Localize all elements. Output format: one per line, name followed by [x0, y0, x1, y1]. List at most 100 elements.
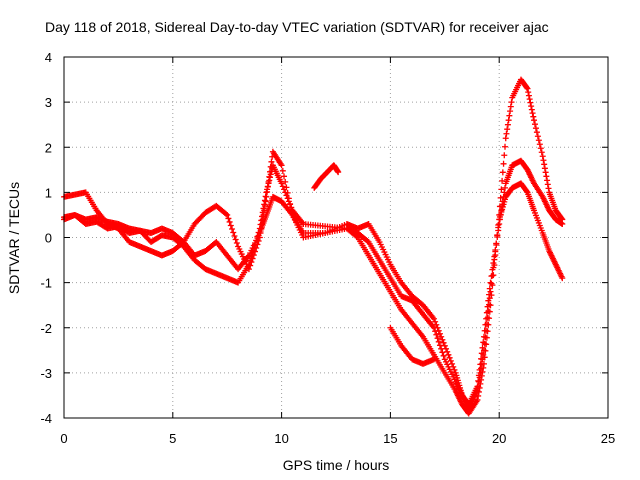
data-point-track-b: [233, 240, 240, 247]
data-point-track-c: [486, 295, 493, 302]
data-point-track-c: [481, 340, 488, 347]
data-point-track-b: [502, 184, 509, 191]
grid: [64, 57, 608, 418]
data-point-track-b: [261, 202, 268, 209]
data-point-track-c: [495, 224, 502, 231]
data-point-track-c: [523, 188, 530, 195]
x-tick-label: 10: [274, 431, 288, 446]
y-tick-label: 1: [45, 185, 52, 200]
data-point-track-a: [508, 99, 515, 106]
data-point-track-a: [501, 152, 508, 159]
data-point-track-c: [478, 360, 485, 367]
data-point-track-a: [533, 129, 540, 136]
data-point-track-a: [525, 92, 532, 99]
data-point-track-a: [261, 197, 268, 204]
data-point-track-e: [335, 169, 342, 176]
data-point-track-c: [430, 324, 437, 331]
data-point-track-b: [279, 167, 286, 174]
data-point-track-a: [507, 103, 514, 110]
data-point-track-b: [559, 220, 566, 227]
data-point-track-c: [480, 351, 487, 358]
data-point-track-b: [445, 351, 452, 358]
data-point-track-b: [446, 354, 453, 361]
x-axis-label: GPS time / hours: [283, 457, 390, 473]
y-tick-label: 0: [45, 231, 52, 246]
data-point-track-a: [499, 169, 506, 176]
data-point-track-c: [475, 383, 482, 390]
data-point-track-a: [524, 85, 531, 92]
data-point-track-b: [247, 262, 254, 269]
data-point-track-a: [534, 133, 541, 140]
data-point-track-b: [231, 232, 238, 239]
data-point-track-c: [474, 387, 481, 394]
data-point-track-b: [265, 178, 272, 185]
data-point-track-b: [287, 200, 294, 207]
data-point-track-c: [491, 256, 498, 263]
data-point-track-a: [542, 169, 549, 176]
data-point-track-b: [486, 291, 493, 298]
data-point-track-c: [438, 345, 445, 352]
data-point-track-a: [504, 126, 511, 133]
data-point-track-b: [227, 222, 234, 229]
data-point-track-a: [558, 215, 565, 222]
data-point-track-b: [232, 236, 239, 243]
data-point-track-a: [504, 121, 511, 128]
data-point-track-a: [531, 117, 538, 124]
data-point-track-b: [266, 168, 273, 175]
data-point-track-b: [252, 248, 259, 255]
data-point-track-c: [475, 378, 482, 385]
data-point-track-b: [438, 333, 445, 340]
data-point-track-d: [430, 356, 437, 363]
data-point-track-c: [435, 338, 442, 345]
data-point-track-a: [538, 149, 545, 156]
data-point-track-a: [507, 108, 514, 115]
y-axis-label: SDTVAR / TECUs: [6, 182, 22, 294]
data-point-track-b: [222, 210, 229, 217]
data-point-track-b: [263, 193, 270, 200]
data-point-track-c: [559, 275, 566, 282]
y-tick-label: 4: [45, 50, 52, 65]
data-point-track-a: [544, 181, 551, 188]
data-point-track-c: [440, 352, 447, 359]
data-point-track-b: [440, 339, 447, 346]
data-point-track-c: [364, 238, 371, 245]
data-point-track-c: [433, 331, 440, 338]
data-point-track-b: [264, 183, 271, 190]
data-point-track-a: [502, 135, 509, 142]
x-tick-label: 0: [60, 431, 67, 446]
data-point-track-b: [284, 189, 291, 196]
data-point-track-a: [540, 157, 547, 164]
chart-title: Day 118 of 2018, Sidereal Day-to-day VTE…: [45, 19, 549, 35]
data-point-track-b: [245, 266, 252, 273]
data-point-track-a: [502, 143, 509, 150]
data-point-track-b: [282, 178, 289, 185]
data-point-track-b: [439, 336, 446, 343]
data-point-track-c: [434, 335, 441, 342]
axis-ticks: 0 5 10 15 20 25 -4 -3 -2 -1 0 1 2 3 4: [40, 50, 615, 446]
data-point-track-a: [506, 112, 513, 119]
data-point-track-b: [266, 173, 273, 180]
data-point-track-b: [262, 198, 269, 205]
data-point-track-c: [483, 321, 490, 328]
data-point-track-b: [226, 218, 233, 225]
data-point-track-a: [475, 392, 482, 399]
data-point-track-a: [544, 177, 551, 184]
y-tick-label: -3: [40, 366, 52, 381]
data-point-track-c: [479, 356, 486, 363]
data-point-track-b: [487, 279, 494, 286]
data-point-track-c: [477, 369, 484, 376]
x-tick-label: 5: [169, 431, 176, 446]
data-point-track-a: [526, 96, 533, 103]
data-point-track-b: [436, 330, 443, 337]
data-point-track-b: [267, 163, 274, 170]
data-point-track-c: [492, 248, 499, 255]
data-point-track-b: [268, 158, 275, 165]
y-tick-label: 2: [45, 140, 52, 155]
data-point-track-b: [278, 162, 285, 169]
data-point-track-a: [535, 137, 542, 144]
data-point-track-c: [490, 264, 497, 271]
data-point-track-b: [281, 173, 288, 180]
data-point-track-a: [527, 99, 534, 106]
data-point-track-a: [530, 113, 537, 120]
y-tick-label: 3: [45, 95, 52, 110]
